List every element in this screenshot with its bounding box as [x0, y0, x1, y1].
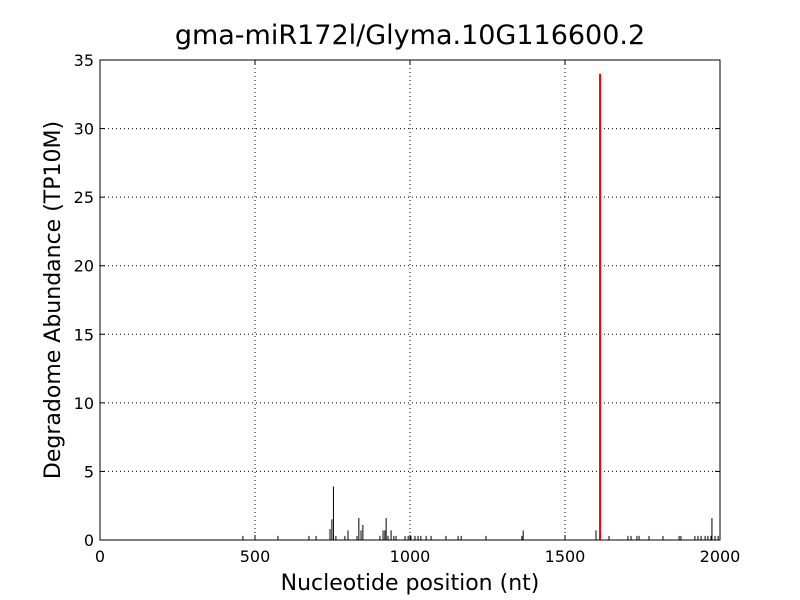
- plot-frame: [99, 59, 721, 541]
- y-tick-label: 20: [74, 257, 94, 276]
- x-tick-label: 1000: [390, 547, 431, 566]
- x-axis-label: Nucleotide position (nt): [281, 571, 540, 596]
- x-tick-label: 500: [240, 547, 271, 566]
- y-tick-label: 25: [74, 188, 94, 207]
- x-tick-label: 1500: [545, 547, 586, 566]
- y-tick-label: 5: [84, 462, 94, 481]
- y-axis-label: Degradome Abundance (TP10M): [41, 121, 66, 479]
- x-tick-label: 2000: [700, 547, 741, 566]
- y-tick-label: 30: [74, 120, 94, 139]
- y-tick-label: 0: [84, 531, 94, 550]
- chart-title: gma-miR172l/Glyma.10G116600.2: [175, 20, 645, 51]
- y-tick-label: 15: [74, 325, 94, 344]
- y-tick-label: 10: [74, 394, 94, 413]
- y-tick-label: 35: [74, 51, 94, 70]
- x-tick-label: 0: [95, 547, 105, 566]
